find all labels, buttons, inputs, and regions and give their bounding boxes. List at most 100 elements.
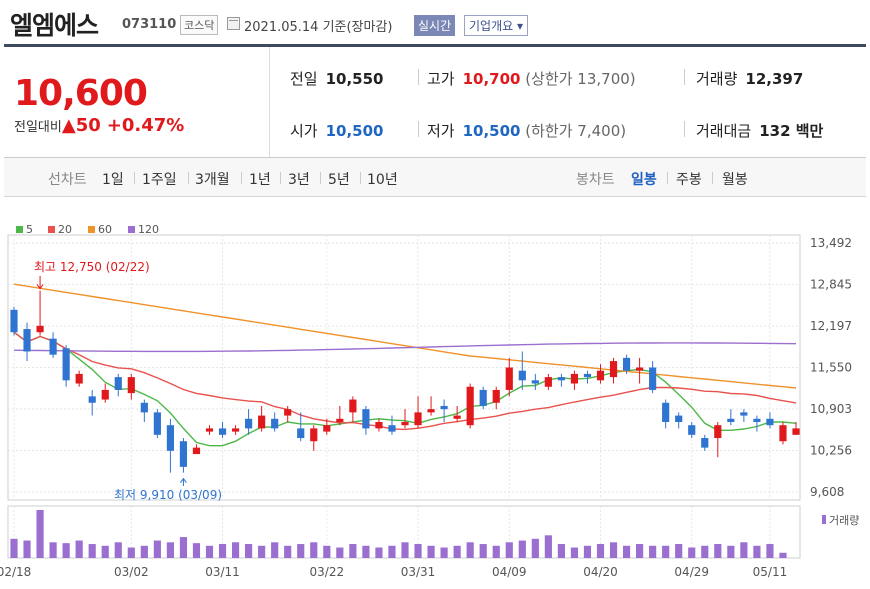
volume-bar: [427, 545, 435, 558]
volume-bar: [688, 547, 696, 558]
candle-body: [401, 421, 409, 426]
tab-weekly[interactable]: 주봉: [676, 172, 702, 188]
up-arrow-icon: ▲: [61, 115, 76, 136]
volume-bar: [766, 544, 774, 558]
ma-line-20: [13, 331, 797, 431]
volume-bar: [531, 538, 539, 558]
candle-body: [49, 338, 57, 355]
volume-bar: [88, 544, 96, 558]
volume-bar: [727, 545, 735, 558]
high-arrow-icon: [36, 276, 44, 290]
tab-5year[interactable]: 5년: [328, 172, 350, 188]
candle-body: [727, 418, 735, 422]
volume-bar: [388, 545, 396, 558]
change-percent: +0.47%: [106, 115, 185, 136]
volume-bar: [179, 537, 188, 558]
candle-body: [231, 428, 240, 432]
volume-bar: [583, 545, 592, 558]
candle-body: [622, 357, 631, 371]
candle-body: [505, 367, 513, 390]
candle-body: [349, 399, 357, 413]
volume-bar: [349, 544, 357, 558]
candle-body: [766, 418, 774, 426]
x-tick-label: 04/29: [674, 565, 709, 579]
candle-body: [140, 402, 148, 413]
trade-amount: 거래대금 132 백만: [696, 122, 824, 140]
tab-monthly[interactable]: 월봉: [722, 172, 748, 188]
y-tick-label: 13,492: [810, 236, 852, 250]
x-tick-label: 05/11: [753, 565, 788, 579]
candle-body: [258, 415, 266, 429]
tab-10year[interactable]: 10년: [367, 172, 398, 188]
high-annotation: 최고 12,750 (02/22): [34, 260, 150, 274]
volume-bar: [36, 510, 44, 558]
realtime-button[interactable]: 실시간: [414, 15, 456, 36]
volume-bar: [310, 542, 318, 558]
header-divider: [4, 44, 866, 47]
candle-body: [479, 389, 487, 406]
tab-daily[interactable]: 일봉: [631, 172, 657, 188]
candle-body: [557, 377, 565, 381]
volume-bar: [453, 545, 461, 558]
candle-body: [218, 428, 227, 435]
candle-body: [492, 389, 500, 403]
market-badge: 코스닥: [180, 15, 219, 35]
volume-bar: [466, 542, 474, 558]
volume-bar: [544, 535, 552, 558]
day-open: 시가 10,500: [290, 122, 384, 140]
candle-body: [740, 412, 748, 416]
volume-bar: [271, 542, 279, 558]
volume-bar: [518, 540, 526, 558]
candle-body: [166, 425, 174, 451]
tab-3month[interactable]: 3개월: [195, 172, 230, 188]
tab-3year[interactable]: 3년: [288, 172, 310, 188]
candle-body: [362, 409, 370, 429]
candle-body: [701, 438, 709, 448]
legend-label: 120: [138, 223, 159, 236]
x-tick-label: 03/22: [310, 565, 345, 579]
line-chart-label: 선차트: [48, 172, 87, 188]
legend-swatch: [88, 226, 95, 233]
volume-bar: [101, 545, 109, 558]
volume-bar: [675, 544, 683, 558]
x-tick-label: 02/18: [0, 565, 31, 579]
stock-name: 엘엠에스: [10, 11, 99, 40]
candle-body: [792, 428, 800, 435]
volume-bar: [649, 545, 657, 558]
volume-bar: [166, 542, 174, 558]
candle-body: [192, 447, 201, 455]
candle-body: [453, 415, 461, 419]
candle-body: [336, 418, 344, 422]
tab-1week[interactable]: 1주일: [142, 172, 177, 188]
candle-body: [310, 428, 318, 442]
corp-info-dropdown[interactable]: 기업개요 ▾: [464, 15, 528, 36]
y-tick-label: 9,608: [810, 485, 844, 499]
volume-bar: [49, 542, 57, 558]
volume-bar: [362, 545, 370, 558]
volume-bar: [114, 542, 122, 558]
candle-body: [596, 370, 605, 381]
candle-body: [636, 367, 644, 371]
candle-body: [297, 428, 305, 439]
volume-bar: [401, 542, 409, 558]
change-value: 50: [75, 115, 101, 136]
legend-label: 5: [26, 223, 33, 236]
volume: 거래량 12,397: [696, 70, 804, 88]
candle-body: [114, 377, 122, 390]
volume-bar: [336, 547, 344, 558]
candle-body: [649, 367, 657, 390]
tab-1year[interactable]: 1년: [249, 172, 271, 188]
stock-code: 073110: [122, 17, 177, 32]
volume-bar: [127, 547, 135, 558]
volume-bar: [205, 545, 214, 558]
stock-header: 엘엠에스 073110 코스닥 2021.05.14 기준(장마감) 실시간 기…: [0, 0, 870, 44]
volume-bar: [231, 542, 240, 558]
volume-bar: [140, 545, 148, 558]
candle-body: [531, 380, 539, 384]
volume-bar: [62, 543, 70, 558]
day-high: 고가 10,700 (상한가 13,700): [427, 70, 636, 88]
volume-bar: [609, 542, 618, 558]
candle-body: [323, 425, 331, 432]
tab-1day[interactable]: 1일: [102, 172, 124, 188]
candle-body: [179, 441, 188, 467]
